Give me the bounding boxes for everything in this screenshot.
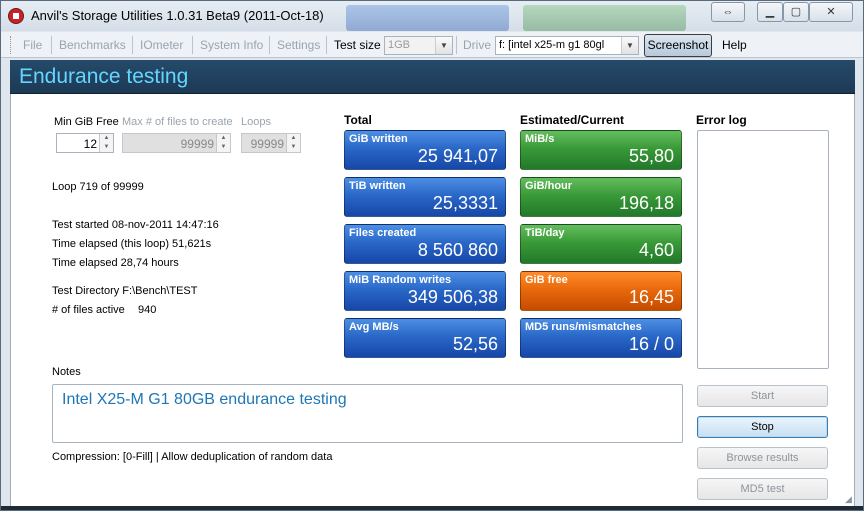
test-size-label: Test size [334, 38, 381, 52]
test-size-select[interactable]: 1GB ▼ [384, 36, 453, 55]
tile-label: TiB written [349, 180, 406, 192]
window-title: Anvil's Storage Utilities 1.0.31 Beta9 (… [31, 8, 324, 23]
start-button[interactable]: Start [697, 385, 828, 407]
menu-file[interactable]: File [23, 38, 43, 52]
error-log-box[interactable] [697, 130, 829, 369]
max-files-label: Max # of files to create [122, 116, 233, 128]
files-active-value: 940 [138, 304, 157, 316]
tile-value: 55,80 [628, 146, 674, 166]
menu-iometer[interactable]: IOmeter [140, 38, 184, 52]
maximize-icon[interactable]: ▢ [783, 2, 809, 22]
background-tile-ghost [346, 5, 509, 31]
tile-label: GiB free [525, 274, 568, 286]
test-started: Test started 08-nov-2011 14:47:16 [52, 219, 219, 231]
menu-system-info[interactable]: System Info [200, 38, 264, 52]
tile-gib-written: GiB written 25 941,07 [344, 130, 506, 170]
tile-value: 52,56 [452, 334, 498, 354]
menu-benchmarks[interactable]: Benchmarks [59, 38, 126, 52]
menu-separator [456, 36, 457, 54]
tile-label: GiB written [349, 133, 408, 145]
tile-gib-free: GiB free 16,45 [520, 271, 682, 311]
menu-separator [269, 36, 270, 54]
loops-spinner[interactable]: 99999 ▲ ▼ [241, 133, 301, 153]
tile-label: MD5 runs/mismatches [525, 321, 642, 333]
tile-avg-mbs: Avg MB/s 52,56 [344, 318, 506, 358]
tile-label: GiB/hour [525, 180, 573, 192]
main-panel: Min GiB Free 12 ▲ ▼ Max # of files to cre… [10, 94, 855, 510]
min-gib-free-spinner[interactable]: 12 ▲ ▼ [56, 133, 114, 153]
estimated-heading: Estimated/Current [520, 113, 625, 127]
tile-mib-per-s: MiB/s 55,80 [520, 130, 682, 170]
menu-help[interactable]: Help [722, 38, 747, 52]
browse-results-button[interactable]: Browse results [697, 447, 828, 469]
tile-md5-runs: MD5 runs/mismatches 16 / 0 [520, 318, 682, 358]
tile-files-created: Files created 8 560 860 [344, 224, 506, 264]
title-bar: Anvil's Storage Utilities 1.0.31 Beta9 (… [1, 1, 863, 31]
tile-label: MiB/s [525, 133, 555, 145]
background-tile-ghost [523, 5, 686, 31]
tile-value: 8 560 860 [417, 240, 498, 260]
notes-label: Notes [52, 366, 81, 378]
notes-textarea[interactable]: Intel X25-M G1 80GB endurance testing [52, 384, 683, 443]
tile-value: 196,18 [618, 193, 674, 213]
max-files-spinner[interactable]: 99999 ▲ ▼ [122, 133, 231, 153]
max-files-value: 99999 [180, 137, 214, 151]
min-gib-free-value: 12 [83, 137, 97, 151]
chevron-down-icon: ▼ [435, 37, 452, 54]
test-size-value: 1GB [388, 39, 411, 51]
toolbar-grip[interactable] [10, 36, 13, 54]
loops-value: 99999 [250, 137, 284, 151]
time-elapsed-loop: Time elapsed (this loop) 51,621s [52, 238, 212, 250]
resize-grip-icon[interactable]: ◢ [845, 494, 852, 504]
drive-value: f: [intel x25-m g1 80gl [499, 39, 605, 51]
test-directory: Test Directory F:\Bench\TEST [52, 285, 198, 297]
close-icon[interactable]: ✕ [809, 2, 853, 22]
tile-value: 25,3331 [432, 193, 498, 213]
notes-text: Intel X25-M G1 80GB endurance testing [62, 391, 347, 408]
stop-button[interactable]: Stop [697, 416, 828, 438]
tile-value: 16 / 0 [628, 334, 674, 354]
tile-tib-per-day: TiB/day 4,60 [520, 224, 682, 264]
app-logo-icon [8, 8, 24, 24]
updown-arrows-icon[interactable]: ▲ ▼ [286, 134, 300, 152]
swap-arrows-icon[interactable]: ⇔ [711, 2, 745, 22]
menu-separator [326, 36, 327, 54]
menu-bar: File Benchmarks IOmeter System Info Sett… [1, 32, 863, 58]
md5-test-button[interactable]: MD5 test [697, 478, 828, 500]
time-elapsed: Time elapsed 28,74 hours [52, 257, 179, 269]
taskbar [1, 506, 863, 510]
drive-label: Drive [463, 38, 492, 52]
menu-separator [132, 36, 133, 54]
chevron-down-icon: ▼ [621, 37, 638, 54]
tile-value: 4,60 [638, 240, 674, 260]
min-gib-free-label: Min GiB Free [54, 116, 119, 128]
tile-value: 25 941,07 [417, 146, 498, 166]
files-active-label: # of files active [52, 304, 125, 316]
tile-label: Files created [349, 227, 417, 239]
tile-gib-per-hour: GiB/hour 196,18 [520, 177, 682, 217]
loop-status: Loop 719 of 99999 [52, 181, 144, 193]
page-header: Endurance testing [10, 60, 855, 94]
total-heading: Total [344, 113, 372, 127]
menu-settings[interactable]: Settings [277, 38, 321, 52]
menu-separator [51, 36, 52, 54]
compression-info: Compression: [0-Fill] | Allow deduplicat… [52, 451, 333, 463]
updown-arrows-icon[interactable]: ▲ ▼ [99, 134, 113, 152]
menu-separator [192, 36, 193, 54]
tile-value: 349 506,38 [407, 287, 498, 307]
drive-select[interactable]: f: [intel x25-m g1 80gl ▼ [495, 36, 639, 55]
minimize-icon[interactable]: ▁ [757, 2, 783, 22]
tile-mib-random-writes: MiB Random writes 349 506,38 [344, 271, 506, 311]
tile-label: Avg MB/s [349, 321, 399, 333]
error-log-heading: Error log [696, 113, 747, 127]
page-title: Endurance testing [19, 65, 189, 88]
tile-label: TiB/day [525, 227, 565, 239]
tile-label: MiB Random writes [349, 274, 452, 286]
loops-label: Loops [241, 116, 271, 128]
updown-arrows-icon[interactable]: ▲ ▼ [216, 134, 230, 152]
screenshot-button[interactable]: Screenshot [644, 34, 712, 57]
tile-tib-written: TiB written 25,3331 [344, 177, 506, 217]
tile-value: 16,45 [628, 287, 674, 307]
